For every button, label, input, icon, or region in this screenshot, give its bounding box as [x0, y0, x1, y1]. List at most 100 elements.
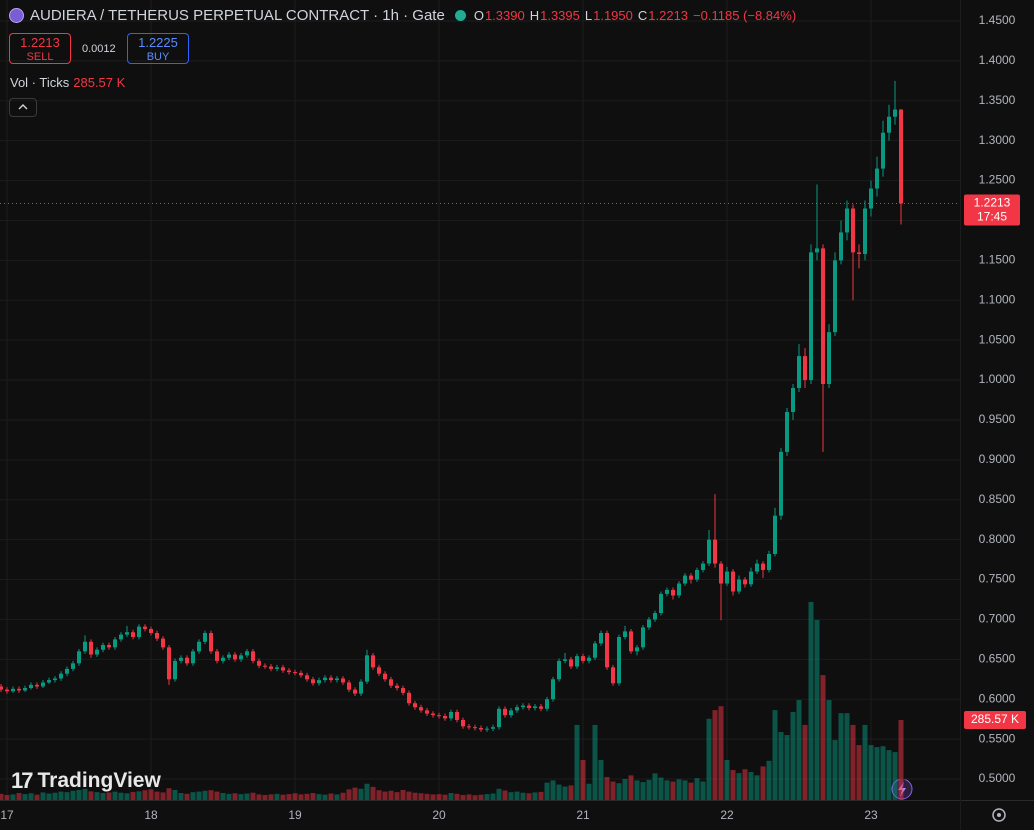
volume-bar — [82, 788, 88, 800]
volume-bar — [286, 794, 292, 800]
volume-bar — [460, 794, 466, 800]
candle-body — [335, 678, 339, 681]
volume-bar — [64, 792, 70, 800]
candle-body — [203, 632, 207, 642]
volume-bar — [316, 794, 322, 800]
candle-body — [245, 651, 249, 656]
x-tick-label: 17 — [0, 808, 14, 822]
candle-body — [389, 679, 393, 686]
settings-icon[interactable] — [992, 808, 1006, 822]
volume-bar — [496, 788, 502, 800]
y-tick-label: 1.4000 — [979, 53, 1016, 67]
volume-bar — [658, 777, 664, 800]
volume-bar — [340, 792, 346, 800]
candle-body — [209, 632, 213, 652]
candle-body — [17, 688, 21, 691]
volume-bar — [616, 783, 622, 800]
x-tick-label: 20 — [432, 808, 446, 822]
candle-body — [659, 593, 663, 614]
candle-body — [401, 688, 405, 693]
volume-bar — [364, 783, 370, 800]
volume-bar — [850, 724, 856, 800]
candle-body — [821, 248, 825, 385]
ohlc-item: H1.3395 — [530, 8, 580, 23]
volume-bar — [532, 792, 538, 800]
candle-body — [647, 619, 651, 628]
volume-bar — [160, 792, 166, 800]
candle-body — [119, 634, 123, 640]
sell-price: 1.2213 — [20, 35, 60, 50]
candle-body — [443, 715, 447, 719]
volume-bar — [148, 789, 154, 800]
volume-value: 285.57 K — [73, 75, 126, 90]
volume-bar — [610, 781, 616, 800]
volume-bar — [556, 784, 562, 800]
candle-body — [179, 657, 183, 661]
candle-body — [803, 356, 807, 381]
y-tick-label: 0.8500 — [979, 492, 1016, 506]
candle-body — [425, 710, 429, 714]
ohlc-key: C — [637, 8, 648, 23]
candle-body — [665, 589, 669, 594]
candle-body — [695, 569, 699, 580]
candle-body — [197, 641, 201, 652]
volume-bar — [538, 791, 544, 800]
candle-body — [551, 679, 555, 700]
volume-bar — [730, 770, 736, 800]
volume-bar — [106, 792, 112, 800]
y-tick-label: 0.9000 — [979, 452, 1016, 466]
spread: 0.0012 — [82, 43, 116, 55]
market-status — [454, 10, 466, 21]
volume-bar — [724, 759, 730, 800]
volume-bar — [388, 790, 394, 800]
volume-bar — [100, 792, 106, 800]
candle-body — [185, 657, 189, 664]
y-tick-label: 1.3000 — [979, 133, 1016, 147]
candle-body — [509, 710, 513, 716]
volume-bar — [766, 760, 772, 800]
volume-bar — [754, 775, 760, 800]
candle-body — [95, 649, 99, 655]
collapse-button[interactable] — [9, 98, 37, 117]
candle-body — [299, 672, 303, 676]
volume-bar — [22, 794, 28, 800]
volume-bar — [220, 792, 226, 800]
volume-bar — [778, 731, 784, 800]
candle-body — [581, 656, 585, 661]
symbol-title[interactable]: AUDIERA / TETHERUS PERPETUAL CONTRACT · … — [30, 7, 445, 24]
candle-body — [773, 515, 777, 554]
buy-button[interactable]: 1.2225 BUY — [127, 33, 189, 64]
volume-bar — [418, 793, 424, 800]
candle-body — [755, 563, 759, 572]
candle-body — [863, 208, 867, 254]
candle-body — [605, 632, 609, 668]
volume-bar — [430, 794, 436, 800]
volume-bar — [760, 766, 766, 800]
candle-body — [227, 654, 231, 658]
y-tick-label: 0.7500 — [979, 572, 1016, 586]
countdown-label: 17:45 — [977, 210, 1007, 224]
volume-tag — [964, 711, 1026, 730]
y-tick-label: 0.5000 — [979, 771, 1016, 785]
candle-body — [353, 689, 357, 694]
candle-body — [701, 563, 705, 570]
candle-body — [305, 675, 309, 680]
candle-body — [233, 654, 237, 660]
candle-body — [311, 679, 315, 684]
candle-body — [869, 188, 873, 209]
sell-button[interactable]: 1.2213 SELL — [9, 33, 71, 64]
candle-body — [143, 626, 147, 630]
candle-body — [431, 713, 435, 716]
volume-bar — [130, 791, 136, 800]
y-tick-label: 1.1500 — [979, 253, 1016, 267]
candle-body — [887, 116, 891, 133]
volume-bar — [238, 794, 244, 800]
candle-body — [221, 657, 225, 661]
volume-bar — [166, 788, 172, 800]
volume-bar — [598, 759, 604, 800]
volume-bar — [400, 789, 406, 800]
volume-bar — [574, 724, 580, 800]
volume-bar — [268, 794, 274, 800]
volume-bar — [466, 794, 472, 800]
volume-bar — [652, 773, 658, 800]
